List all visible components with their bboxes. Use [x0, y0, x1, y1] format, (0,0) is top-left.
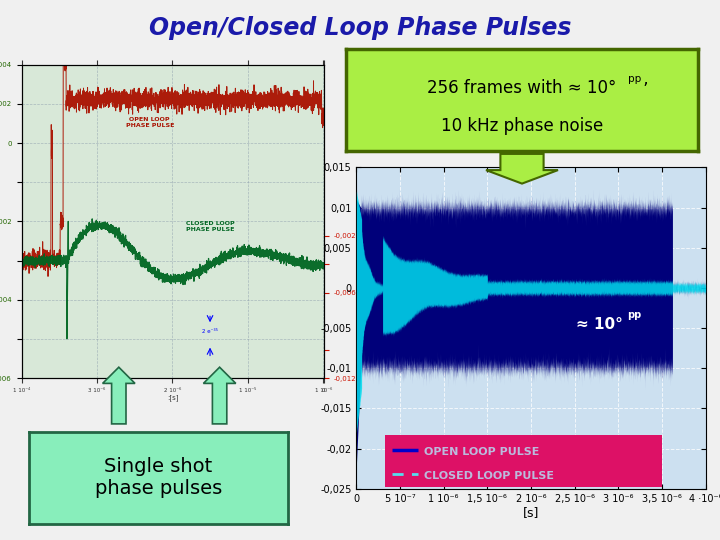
Text: 2 e⁻³⁵: 2 e⁻³⁵	[202, 329, 218, 334]
X-axis label: :[s]: :[s]	[167, 394, 179, 401]
Text: ≈ 10°: ≈ 10°	[576, 316, 623, 332]
Text: CLOSED LOOP PULSE: CLOSED LOOP PULSE	[424, 471, 554, 481]
Text: OPEN LOOP
PHASE PULSE: OPEN LOOP PHASE PULSE	[125, 117, 174, 129]
Text: Single shot
phase pulses: Single shot phase pulses	[95, 457, 222, 498]
Text: 256 frames with ≈ 10°: 256 frames with ≈ 10°	[427, 79, 617, 97]
Text: pp: pp	[627, 310, 642, 320]
Text: CLOSED LOOP
PHASE PULSE: CLOSED LOOP PHASE PULSE	[186, 221, 234, 232]
X-axis label: [s]: [s]	[523, 507, 539, 519]
Text: pp: pp	[628, 75, 641, 84]
Text: OPEN LOOP PULSE: OPEN LOOP PULSE	[424, 447, 539, 457]
Text: 10 kHz phase noise: 10 kHz phase noise	[441, 117, 603, 134]
Text: Open/Closed Loop Phase Pulses: Open/Closed Loop Phase Pulses	[149, 16, 571, 40]
Text: ,: ,	[639, 70, 649, 89]
